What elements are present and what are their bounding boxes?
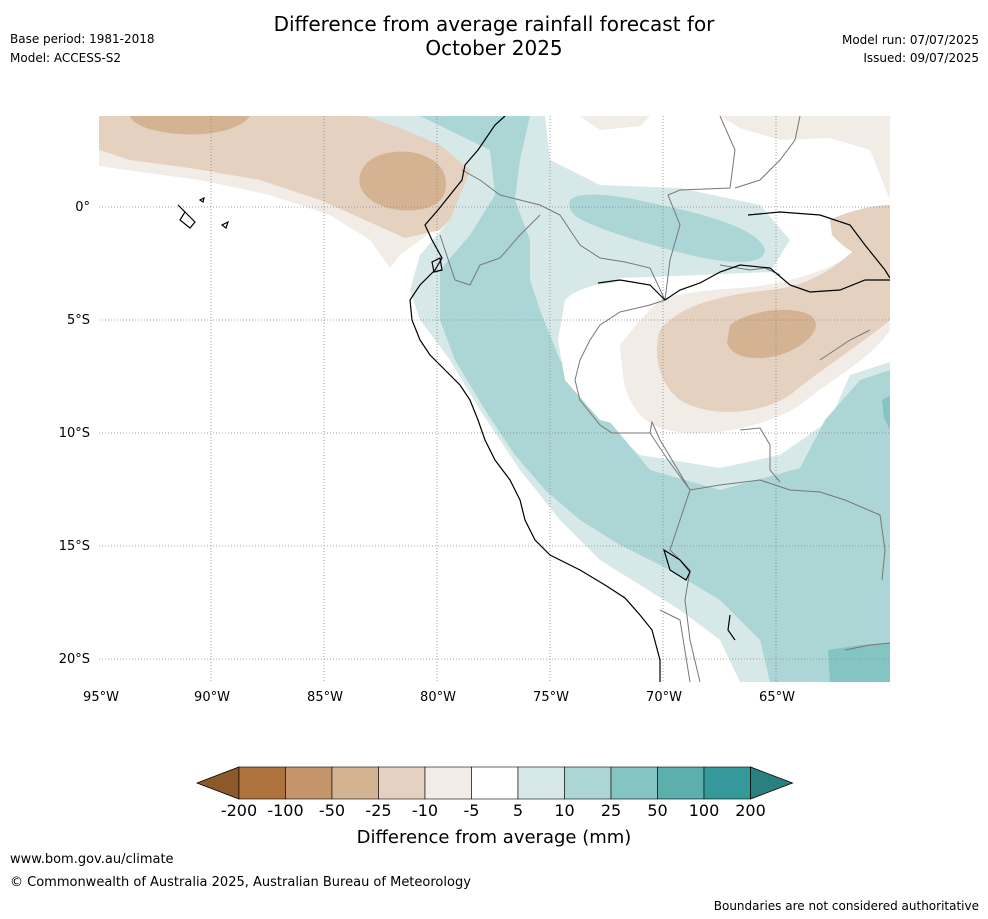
colorbar-tick-label: -25: [365, 801, 391, 820]
lat-label-0: 0°: [75, 200, 90, 215]
website-text: www.bom.gov.au/climate: [10, 852, 174, 867]
wet-blob-central: [569, 194, 765, 262]
lat-label-20s: 20°S: [59, 652, 90, 667]
lon-label-75w: 75°W: [533, 690, 569, 705]
lon-label-85w: 85°W: [307, 690, 343, 705]
lat-label-10s: 10°S: [59, 426, 90, 441]
colorbar: [195, 766, 794, 800]
base-period-text: Base period: 1981-2018: [10, 32, 155, 46]
lat-label-5s: 5°S: [67, 313, 90, 328]
colorbar-segment: [657, 766, 705, 800]
colorbar-segment: [378, 766, 426, 800]
colorbar-segment: [331, 766, 379, 800]
colorbar-tick-label: -100: [267, 801, 303, 820]
colorbar-segment: [703, 766, 751, 800]
wet-band-medium: [420, 116, 890, 682]
dry-anomaly-interior-strong: [727, 309, 816, 359]
colorbar-tick-label: -200: [221, 801, 257, 820]
disclaimer-text: Boundaries are not considered authoritat…: [713, 899, 979, 913]
dry-anomaly-northeast-medium: [830, 205, 890, 261]
colorbar-segment: [471, 766, 519, 800]
colorbar-tick-label: 50: [647, 801, 667, 820]
lon-label-90w: 90°W: [194, 690, 230, 705]
colorbar-extend-high: [750, 766, 794, 800]
dry-anomaly-medium: [99, 116, 475, 238]
colorbar-labels: -200 -100 -50 -25 -10 -5 5 10 25 50 100 200: [221, 801, 766, 820]
colorbar-tick-label: -50: [319, 801, 345, 820]
title-line-2: October 2025: [425, 36, 563, 60]
colorbar-title: Difference from average (mm): [357, 827, 632, 848]
colorbar-tick-label: 10: [554, 801, 574, 820]
colorbar-tick-label: 5: [513, 801, 523, 820]
colorbar-segment: [517, 766, 565, 800]
model-name-text: Model: ACCESS-S2: [10, 51, 122, 65]
model-run-text: Model run: 07/07/2025: [841, 33, 979, 47]
copyright-text: © Commonwealth of Australia 2025, Austra…: [10, 875, 471, 890]
issued-date-text: Issued: 09/07/2025: [863, 51, 979, 65]
colorbar-tick-label: 200: [735, 801, 766, 820]
title-line-1: Difference from average rainfall forecas…: [273, 12, 715, 36]
dry-anomaly-strong-2: [130, 116, 250, 135]
colorbar-tick-label: 25: [601, 801, 621, 820]
colorbar-segment: [424, 766, 472, 800]
colorbar-segment: [610, 766, 658, 800]
map-plot-area: [99, 116, 890, 682]
country-boundaries: [439, 116, 890, 682]
colorbar-extend-low: [195, 766, 240, 800]
lon-label-65w: 65°W: [759, 690, 795, 705]
colorbar-segment: [238, 766, 286, 800]
colorbar-tick-label: -5: [464, 801, 480, 820]
wet-patch-east: [882, 396, 890, 430]
dry-patch-north: [580, 116, 650, 130]
graticule: [99, 116, 890, 682]
longitude-labels: 95°W 90°W 85°W 80°W 75°W 70°W 65°W: [83, 690, 795, 705]
map-title: Difference from average rainfall forecas…: [0, 12, 988, 60]
lon-label-70w: 70°W: [646, 690, 682, 705]
dry-patch-northeast: [720, 116, 890, 200]
lon-label-95w: 95°W: [83, 690, 119, 705]
coastlines: [177, 116, 890, 682]
neutral-gap: [558, 283, 660, 430]
lat-label-15s: 15°S: [59, 539, 90, 554]
colorbar-tick-label: 100: [689, 801, 720, 820]
colorbar-tick-label: -10: [412, 801, 438, 820]
colorbar-segment: [285, 766, 333, 800]
lon-label-80w: 80°W: [420, 690, 456, 705]
wet-patch-southeast: [828, 643, 890, 682]
dry-anomaly-strong: [359, 151, 446, 211]
latitude-labels: 0° 5°S 10°S 15°S 20°S: [59, 200, 90, 667]
colorbar-segment: [564, 766, 612, 800]
